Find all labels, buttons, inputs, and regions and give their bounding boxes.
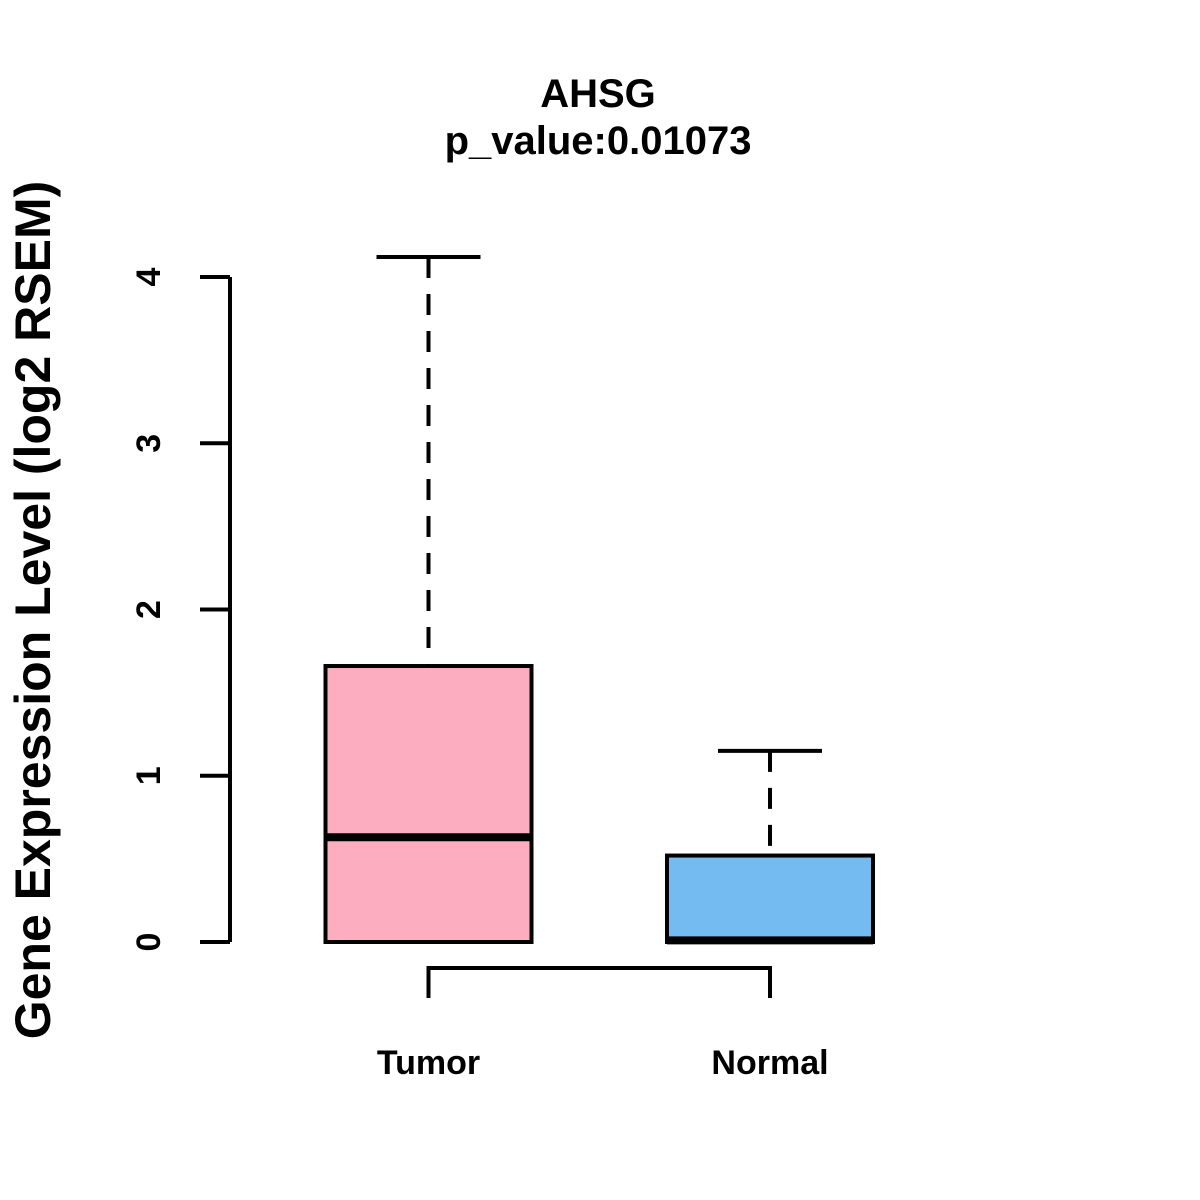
chart-subtitle: p_value:0.01073 <box>444 119 752 163</box>
y-tick-label-4: 4 <box>130 267 168 286</box>
y-tick-label-0: 0 <box>130 933 168 952</box>
box-tumor <box>323 664 534 945</box>
x-axis-bracket <box>426 966 772 998</box>
x-group-label-normal: Normal <box>711 1044 828 1082</box>
chart-title-block: AHSG p_value:0.01073 <box>230 71 966 165</box>
chart-title: AHSG <box>540 72 656 116</box>
box-normal <box>665 853 875 944</box>
y-tick-label-3: 3 <box>130 434 168 453</box>
y-tick-label-2: 2 <box>130 600 168 619</box>
y-tick-label-1: 1 <box>130 766 168 785</box>
x-group-label-tumor: Tumor <box>377 1044 480 1082</box>
